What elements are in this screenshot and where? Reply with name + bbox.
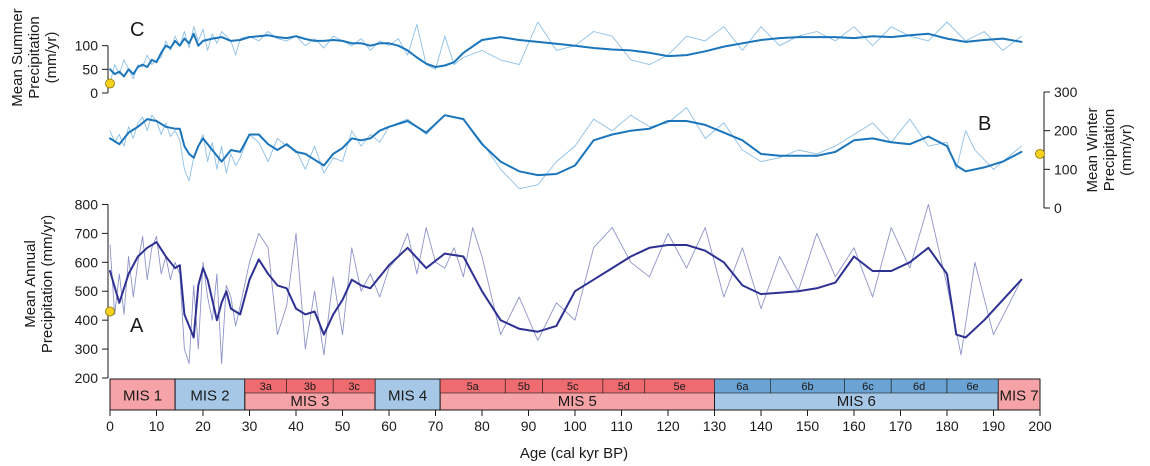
y-axis-title-c: Mean Summer bbox=[9, 8, 26, 106]
mis-substage-label: 6d bbox=[913, 381, 925, 393]
series-raw-c bbox=[109, 21, 1022, 84]
series-raw-b bbox=[109, 107, 1022, 190]
x-tick-label: 90 bbox=[521, 418, 537, 434]
x-tick-label: 80 bbox=[474, 418, 490, 434]
x-tick-label: 0 bbox=[106, 418, 114, 434]
y-tick-label: 300 bbox=[1054, 84, 1078, 100]
mis-substage-6e bbox=[946, 378, 999, 394]
y-tick-label: 0 bbox=[90, 85, 98, 101]
y-tick-label: 300 bbox=[75, 341, 99, 357]
panel-b: 0 100 200 300 Mean Winter Precipitation (mm/yr… bbox=[109, 84, 1135, 216]
series-raw-a bbox=[109, 204, 1022, 364]
modern-value-marker bbox=[105, 306, 115, 317]
mis-substage-3c bbox=[332, 378, 376, 394]
x-tick-label: 60 bbox=[381, 418, 397, 434]
y-tick-label: 400 bbox=[75, 312, 99, 328]
x-tick-label: 40 bbox=[288, 418, 304, 434]
x-tick-label: 170 bbox=[889, 418, 913, 434]
y-axis-title-b: Precipitation bbox=[1101, 109, 1118, 192]
mis-stage-label: MIS 6 bbox=[837, 393, 876, 410]
y-axis-title-b: Mean Winter bbox=[1084, 107, 1101, 192]
y-tick-label: 50 bbox=[82, 61, 98, 77]
x-tick-label: 30 bbox=[242, 418, 258, 434]
x-tick-label: 130 bbox=[703, 418, 727, 434]
mis-stage-label: MIS 3 bbox=[290, 393, 329, 410]
y-tick-label: 0 bbox=[1054, 200, 1062, 216]
mis-substage-label: 6b bbox=[801, 381, 813, 393]
y-axis-title-a: Mean Annual bbox=[22, 240, 39, 328]
panel-label-b: B bbox=[978, 113, 991, 135]
x-tick-label: 50 bbox=[335, 418, 351, 434]
x-tick-label: 190 bbox=[982, 418, 1006, 434]
y-tick-label: 800 bbox=[75, 196, 99, 212]
modern-value-marker bbox=[1035, 148, 1045, 159]
y-tick-label: 200 bbox=[75, 370, 99, 386]
mis-stage-label: MIS 4 bbox=[388, 388, 427, 405]
x-tick-label: 20 bbox=[195, 418, 211, 434]
y-tick-label: 500 bbox=[75, 283, 99, 299]
y-axis-title-b: (mm/yr) bbox=[1118, 124, 1135, 176]
y-tick-label: 200 bbox=[1054, 123, 1078, 139]
mis-stage-label: MIS 1 bbox=[123, 388, 162, 405]
mis-stage-label: MIS 7 bbox=[999, 388, 1038, 405]
mis-substage-label: 6a bbox=[736, 381, 749, 393]
x-tick-label: 10 bbox=[149, 418, 165, 434]
panel-label-a: A bbox=[130, 315, 144, 337]
x-tick-label: 100 bbox=[563, 418, 587, 434]
y-axis-title-c: (mm/yr) bbox=[43, 32, 60, 84]
mis-substage-label: 5c bbox=[567, 381, 579, 393]
x-tick-label: 110 bbox=[610, 418, 633, 434]
x-tick-label: 140 bbox=[749, 418, 773, 434]
panel-a: 200 300 400 500 600 700 800 Mean Annual Precipit… bbox=[22, 196, 1023, 386]
mis-stage-label: MIS 2 bbox=[190, 388, 229, 405]
y-tick-label: 100 bbox=[75, 38, 99, 54]
series-smoothed-b bbox=[109, 114, 1023, 177]
x-tick-label: 160 bbox=[842, 418, 866, 434]
y-axis-title-a: Precipitation (mm/yr) bbox=[39, 215, 56, 353]
mis-substage-label: 3b bbox=[304, 381, 316, 393]
modern-value-marker bbox=[105, 78, 115, 89]
panel-label-c: C bbox=[130, 19, 144, 41]
x-tick-label: 120 bbox=[656, 418, 680, 434]
mis-substage-label: 6e bbox=[966, 381, 978, 393]
x-tick-label: 200 bbox=[1028, 418, 1052, 434]
series-smoothed-a bbox=[109, 241, 1023, 339]
mis-stage-mis1 bbox=[109, 378, 176, 411]
mis-substage-label: 5d bbox=[618, 381, 630, 393]
x-axis-title: Age (cal kyr BP) bbox=[520, 445, 628, 462]
mis-bar: 3a 3b 3c 5a 5b 5c 5d 5e 6a 6b 6c 6d 6e MIS 1 MIS 2 MIS … bbox=[109, 378, 1041, 411]
series-smoothed-c bbox=[109, 32, 1023, 78]
x-tick-label: 180 bbox=[935, 418, 959, 434]
mis-substage-label: 6c bbox=[862, 381, 874, 393]
y-tick-label: 700 bbox=[75, 225, 99, 241]
y-tick-label: 100 bbox=[1054, 161, 1078, 177]
mis-substage-label: 5e bbox=[674, 381, 686, 393]
mis-substage-label: 5b bbox=[518, 381, 530, 393]
y-tick-label: 600 bbox=[75, 254, 99, 270]
mis-stage-mis7 bbox=[997, 378, 1041, 411]
mis-stage-label: MIS 5 bbox=[558, 393, 597, 410]
mis-substage-label: 5a bbox=[467, 381, 480, 393]
mis-substage-label: 3a bbox=[260, 381, 273, 393]
x-axis: 0 10 20 30 40 50 60 70 80 90 100 110 120 130 140 150 160… bbox=[106, 409, 1052, 434]
panel-c: 0 50 100 Mean Summer Precipitation (mm/yr) C bbox=[9, 8, 1023, 107]
x-tick-label: 150 bbox=[796, 418, 820, 434]
mis-substage-label: 3c bbox=[348, 381, 360, 393]
x-tick-label: 70 bbox=[428, 418, 444, 434]
y-axis-title-c: Precipitation bbox=[26, 16, 43, 99]
